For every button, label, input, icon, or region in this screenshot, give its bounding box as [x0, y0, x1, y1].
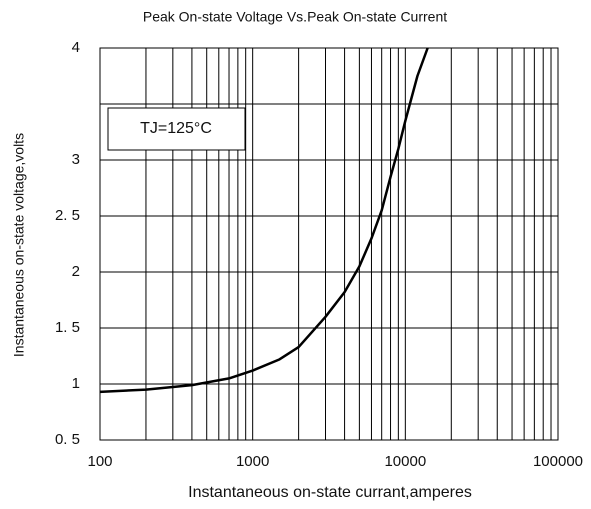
y-tick-label: 1	[72, 375, 80, 392]
y-tick-label: 1. 5	[55, 319, 80, 336]
y-tick-label: 2	[72, 263, 80, 280]
y-tick-label: 0. 5	[55, 431, 80, 448]
plot-frame	[99, 47, 559, 441]
x-axis-label: Instantaneous on-state currant,amperes	[188, 484, 472, 501]
chart-title: Peak On-state Voltage Vs.Peak On-state C…	[143, 9, 447, 25]
annotation-box	[107, 107, 246, 151]
annotation: TJ=125°C	[140, 120, 212, 137]
x-tick-label: 100000	[533, 453, 583, 470]
data-line	[99, 47, 429, 394]
y-tick-label: 4	[72, 39, 80, 56]
y-tick-label: 3	[72, 151, 80, 168]
x-tick-label: 1000	[236, 453, 269, 470]
y-tick-label: 2. 5	[55, 207, 80, 224]
x-tick-label: 100	[87, 453, 112, 470]
x-tick-label: 10000	[384, 453, 426, 470]
y-axis-label: Instantaneous on-state voltage,volts	[11, 133, 27, 357]
